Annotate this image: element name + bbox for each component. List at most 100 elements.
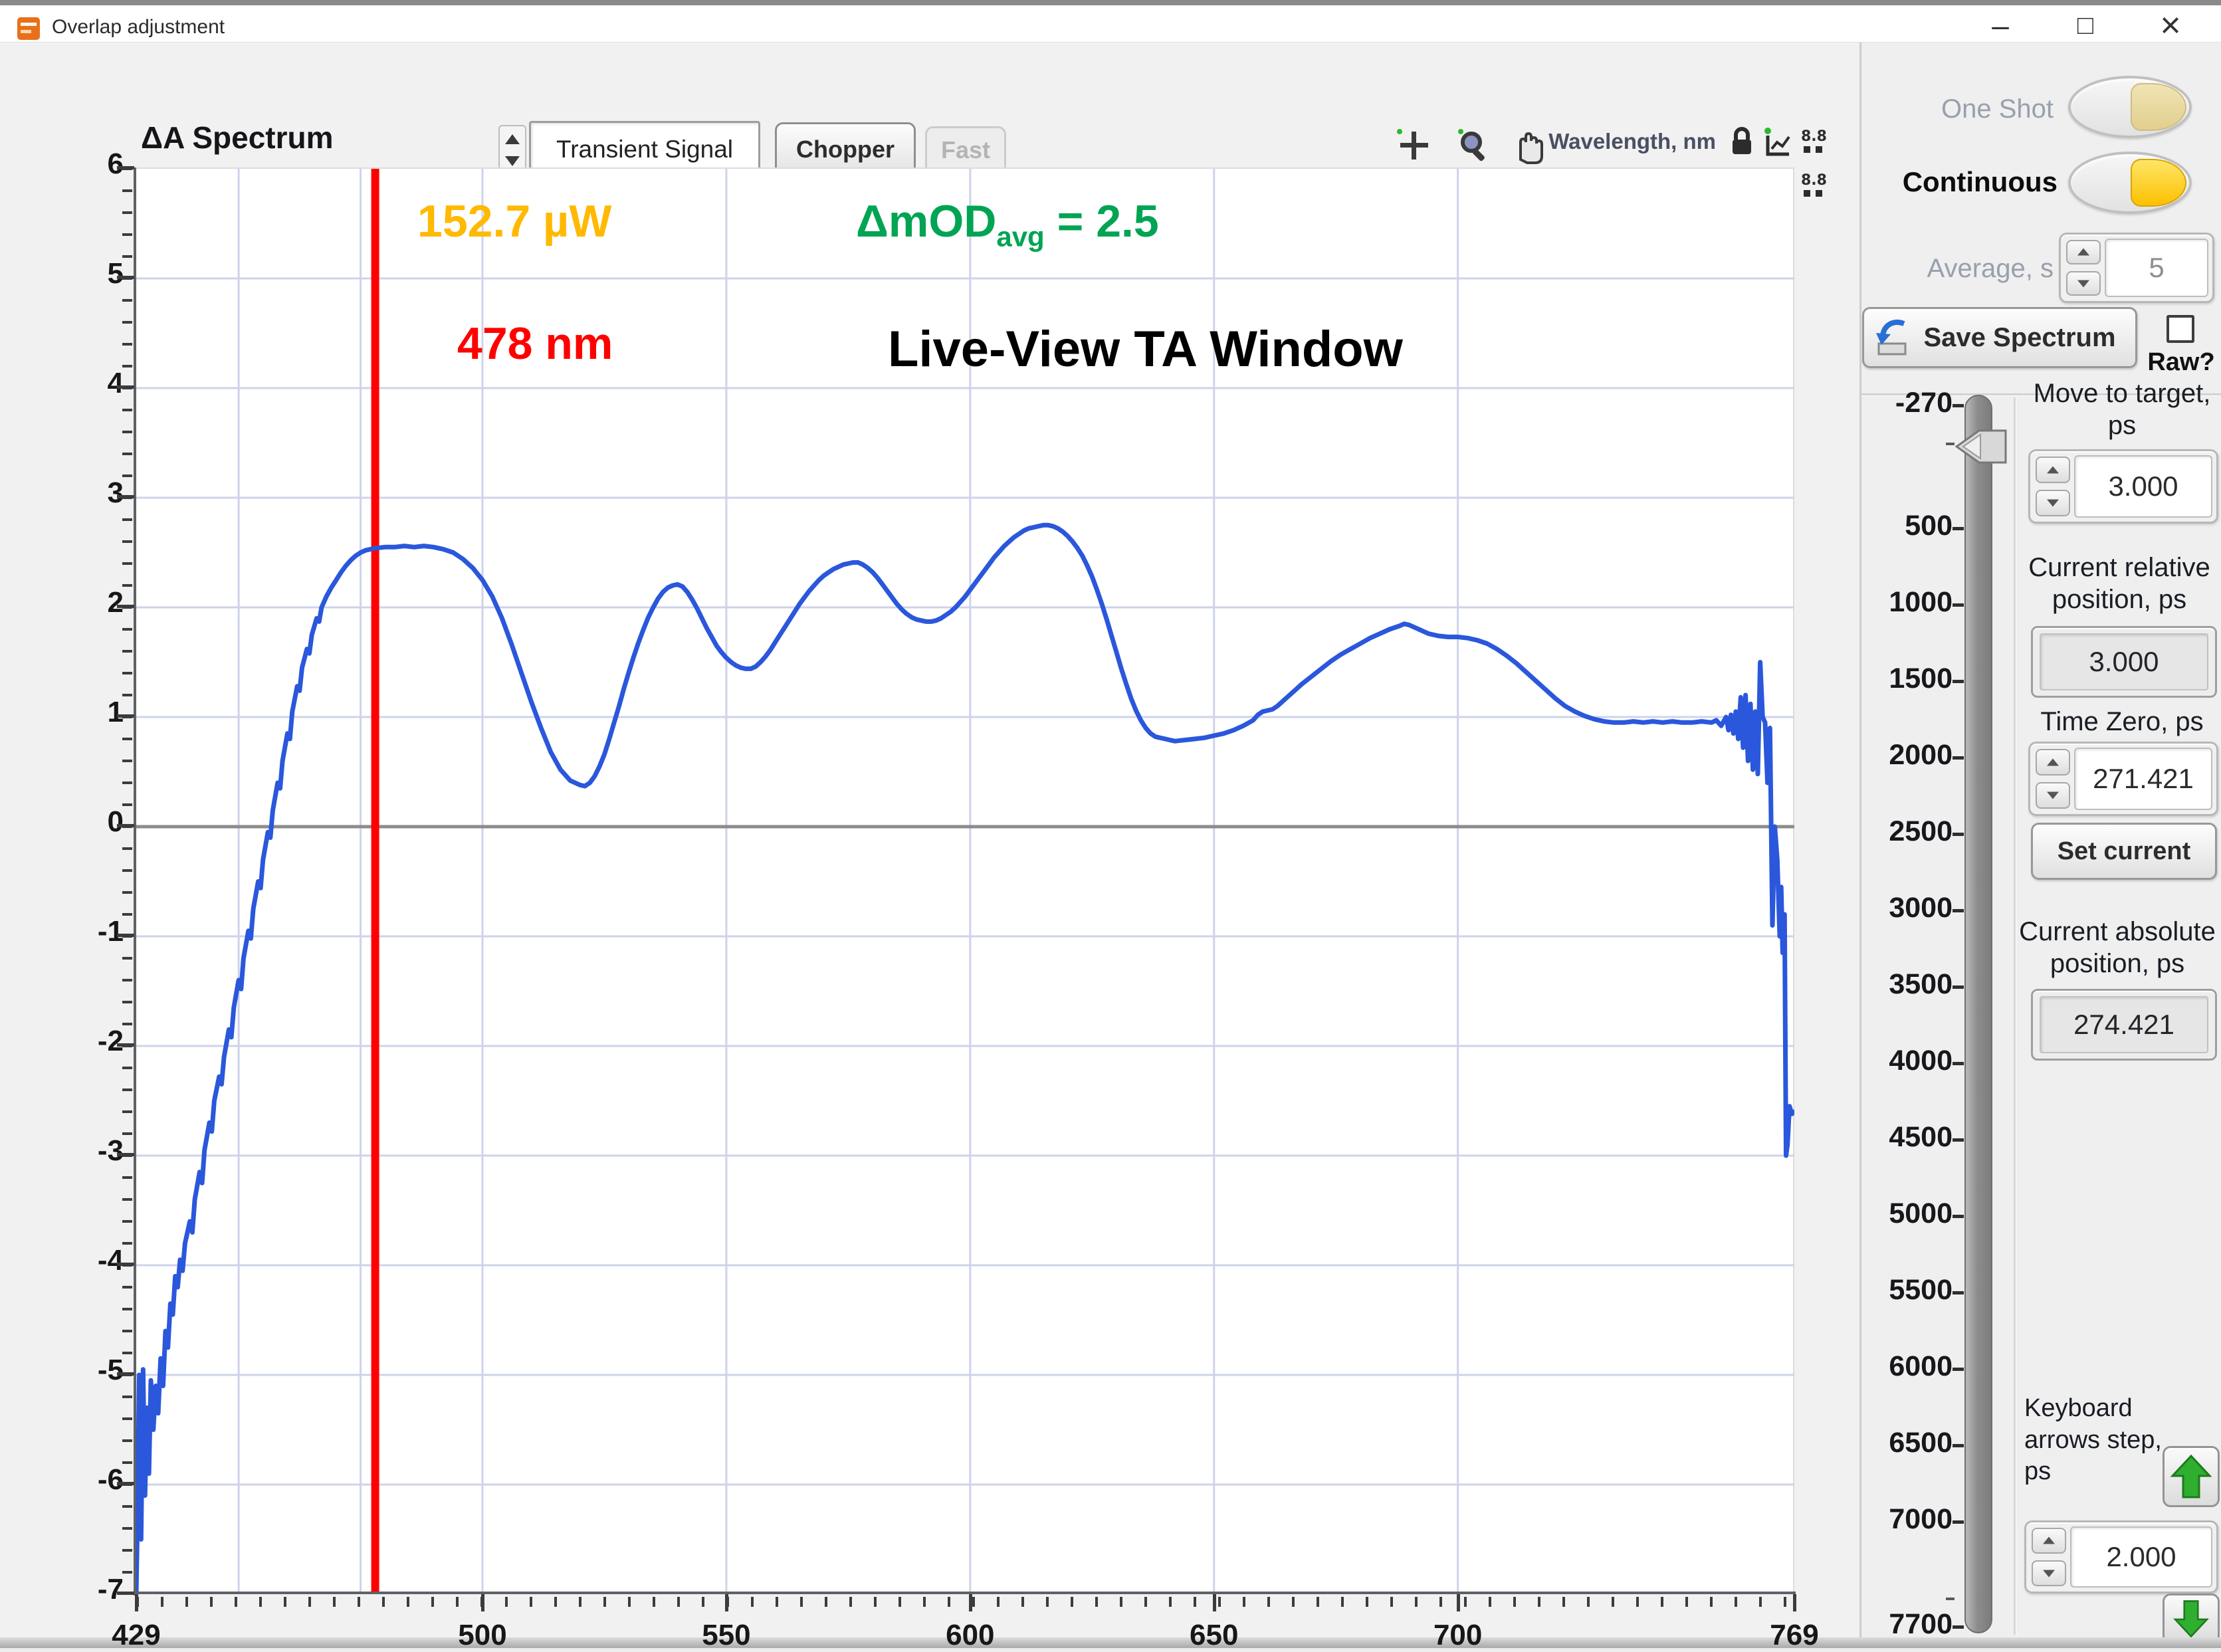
step-up-button[interactable] [2163, 1446, 2220, 1507]
spectrum-curve [136, 169, 1794, 1594]
one-shot-label: One Shot [1941, 94, 2054, 124]
move-to-target-label: Move to target, ps [2033, 379, 2211, 440]
step-down-button[interactable] [2163, 1594, 2220, 1644]
current-relative-indicator: 3.000 [2031, 626, 2217, 698]
pan-hand-tool-icon[interactable] [1510, 126, 1548, 165]
continuous-knob [2131, 159, 2186, 207]
slider-tick-mark [1953, 603, 1964, 607]
average-decrement[interactable] [2066, 271, 2101, 296]
continuous-toggle[interactable] [2068, 152, 2192, 214]
slider-minor-tick [1946, 1598, 1955, 1600]
y-axis-tick-label: -3 [97, 1134, 124, 1167]
move-to-target-increment[interactable] [2036, 457, 2070, 483]
y-axis-major-tick [117, 605, 134, 608]
x-autoscale-icon[interactable] [1762, 126, 1793, 158]
slider-tick-label: 3500 [1889, 968, 1953, 1000]
y-axis-major-tick [117, 495, 134, 498]
y-axis-tick-label: -1 [97, 915, 124, 948]
green-up-arrow-icon [2170, 1454, 2212, 1498]
keyboard-step-decrement[interactable] [2032, 1560, 2066, 1586]
time-zero-decrement[interactable] [2036, 782, 2070, 809]
x-axis-tick-label: 600 [946, 1619, 995, 1651]
y-axis-tick-label: -6 [97, 1463, 124, 1496]
slider-tick-mark [1953, 985, 1964, 989]
x-axis-tick-label: 500 [458, 1619, 507, 1651]
time-zero-increment[interactable] [2036, 749, 2070, 775]
x-axis-major-tick [135, 1594, 138, 1611]
plot-title: ΔA Spectrum [141, 120, 334, 155]
y-axis-major-tick [117, 714, 134, 718]
move-to-target-value[interactable]: 3.000 [2074, 455, 2212, 518]
set-current-button[interactable]: Set current [2031, 823, 2217, 880]
minimize-button[interactable]: – [1992, 8, 2009, 43]
y-axis-major-tick [117, 385, 134, 389]
slider-tick-label: 7700 [1889, 1608, 1953, 1640]
move-to-target-spinbox[interactable]: 3.000 [2028, 449, 2218, 524]
y-axis-major-tick [117, 1043, 134, 1047]
window-bottom-edge [0, 1637, 2221, 1648]
y-axis-tick-label: 0 [107, 805, 124, 838]
time-zero-label: Time Zero, ps [2040, 707, 2204, 736]
x-format-icon[interactable]: 8.8 [1800, 126, 1830, 158]
y-axis-major-tick [117, 166, 134, 169]
y-axis-major-tick [117, 824, 134, 827]
delay-slider-handle[interactable] [1955, 428, 2008, 465]
green-down-arrow-icon [2173, 1600, 2209, 1638]
keyboard-step-increment[interactable] [2032, 1528, 2066, 1554]
slider-tick-label: 5000 [1889, 1197, 1953, 1229]
window-title: Overlap adjustment [52, 16, 225, 38]
y-format-icon[interactable]: 8.8 [1800, 170, 1830, 202]
x-scale-lock-icon[interactable] [1729, 126, 1754, 157]
maximize-button[interactable]: □ [2077, 11, 2094, 40]
move-to-target-decrement[interactable] [2036, 490, 2070, 516]
dmod-prefix: ΔmOD [856, 196, 997, 247]
time-zero-value[interactable]: 271.421 [2074, 748, 2212, 810]
cursor-tool-icon[interactable] [1394, 126, 1433, 165]
signal-selector-spinner[interactable] [498, 125, 526, 175]
current-relative-label: Current relative position, ps [2028, 553, 2210, 614]
dmod-value: = 2.5 [1044, 196, 1159, 247]
average-value[interactable]: 5 [2105, 239, 2208, 297]
slider-tick-label: -270 [1895, 387, 1953, 419]
slider-tick-mark [1953, 404, 1964, 407]
raw-checkbox[interactable] [2167, 315, 2194, 343]
save-spectrum-button[interactable]: Save Spectrum [1862, 307, 2137, 368]
slider-tick-label: 1000 [1889, 586, 1953, 618]
one-shot-knob [2131, 83, 2186, 131]
zoom-tool-icon[interactable] [1454, 126, 1493, 165]
slider-tick-label: 1500 [1889, 663, 1953, 694]
slider-tick-label: 500 [1905, 510, 1953, 542]
x-axis-tick-label: 429 [112, 1619, 161, 1651]
panel-divider [1861, 393, 2221, 395]
y-axis-tick-label: 5 [107, 257, 124, 290]
slider-tick-label: 6000 [1889, 1350, 1953, 1382]
keyboard-step-value[interactable]: 2.000 [2070, 1526, 2212, 1588]
svg-text:8.8: 8.8 [1801, 172, 1827, 189]
y-axis-major-tick [117, 1153, 134, 1156]
title-bar: Overlap adjustment – □ × [0, 0, 2221, 45]
x-axis-major-tick [724, 1594, 728, 1611]
y-axis-tick-label: -7 [97, 1573, 124, 1605]
delay-slider-track[interactable] [1964, 395, 1992, 1633]
one-shot-toggle[interactable] [2068, 76, 2192, 138]
x-axis-major-tick [1212, 1594, 1216, 1611]
x-axis-tick-label: 700 [1433, 1619, 1483, 1651]
slider-tick-mark [1953, 756, 1964, 760]
average-spinbox[interactable]: 5 [2059, 233, 2214, 303]
x-axis-tick-label: 769 [1770, 1619, 1819, 1651]
continuous-label: Continuous [1902, 166, 2058, 197]
slider-tick-label: 7000 [1889, 1503, 1953, 1535]
keyboard-step-spinbox[interactable]: 2.000 [2024, 1520, 2218, 1594]
slider-tick-label: 2000 [1889, 739, 1953, 771]
current-relative-value: 3.000 [2040, 633, 2208, 690]
spectrum-plot-area[interactable] [136, 167, 1794, 1594]
average-increment[interactable] [2066, 240, 2101, 264]
close-button[interactable]: × [2160, 5, 2181, 45]
y-axis-minor-ticks [122, 167, 132, 1593]
time-zero-spinbox[interactable]: 271.421 [2028, 742, 2218, 816]
x-axis-major-tick [481, 1594, 484, 1611]
x-axis-major-tick [1456, 1594, 1460, 1611]
y-axis-tick-label: 2 [107, 586, 124, 619]
current-absolute-label: Current absolute position, ps [2019, 917, 2216, 978]
dmod-average-annotation: ΔmODavg = 2.5 [856, 195, 1159, 253]
